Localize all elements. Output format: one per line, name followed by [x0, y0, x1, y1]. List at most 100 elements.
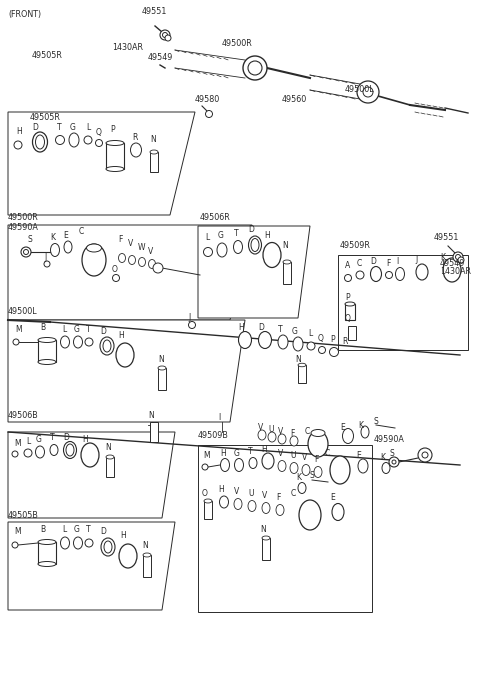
Text: L: L [62, 525, 66, 534]
Text: H: H [220, 449, 226, 458]
Ellipse shape [276, 505, 284, 516]
Ellipse shape [104, 541, 112, 553]
Text: E: E [340, 423, 345, 432]
Text: P: P [330, 335, 335, 345]
Text: A: A [345, 261, 350, 269]
Ellipse shape [38, 562, 56, 566]
Circle shape [165, 35, 171, 41]
Ellipse shape [233, 241, 242, 254]
Text: 49505R: 49505R [32, 51, 63, 60]
Circle shape [363, 87, 373, 97]
Text: W: W [138, 244, 145, 252]
Ellipse shape [64, 241, 72, 253]
Ellipse shape [219, 496, 228, 508]
Ellipse shape [263, 243, 281, 267]
Ellipse shape [103, 340, 111, 352]
Ellipse shape [311, 430, 325, 436]
Ellipse shape [443, 258, 461, 282]
Text: C: C [79, 228, 84, 237]
Ellipse shape [66, 444, 74, 456]
Ellipse shape [150, 150, 158, 154]
Polygon shape [8, 432, 175, 518]
Bar [150, 152, 158, 172]
Ellipse shape [251, 239, 259, 252]
Ellipse shape [382, 462, 390, 473]
Ellipse shape [106, 455, 114, 459]
Circle shape [14, 141, 22, 149]
Text: S: S [390, 449, 395, 458]
Text: U: U [268, 425, 274, 434]
Text: T: T [248, 447, 252, 456]
Text: 49500L: 49500L [345, 86, 374, 94]
Ellipse shape [302, 464, 310, 475]
Ellipse shape [217, 243, 227, 257]
Text: T: T [234, 228, 239, 237]
Ellipse shape [73, 336, 83, 348]
Text: H: H [218, 486, 224, 495]
Text: M: M [203, 451, 210, 460]
Text: J: J [188, 313, 190, 322]
Text: N: N [260, 525, 266, 534]
Bar [38, 542, 56, 564]
Circle shape [453, 252, 463, 262]
Ellipse shape [262, 536, 270, 540]
Ellipse shape [248, 501, 256, 512]
Text: V: V [258, 423, 263, 432]
Text: V: V [128, 239, 133, 248]
Ellipse shape [249, 236, 262, 254]
Ellipse shape [36, 135, 45, 149]
Text: I: I [218, 414, 220, 423]
Text: N: N [105, 443, 111, 453]
Ellipse shape [262, 503, 270, 514]
Ellipse shape [33, 132, 48, 152]
Text: T: T [278, 326, 283, 334]
Text: V: V [234, 488, 239, 497]
Text: (FRONT): (FRONT) [8, 10, 41, 20]
Circle shape [385, 272, 393, 278]
Bar [345, 304, 355, 320]
Text: G: G [292, 328, 298, 337]
Text: 49549: 49549 [440, 259, 466, 267]
Text: R: R [132, 133, 137, 142]
Ellipse shape [262, 453, 274, 469]
Text: E: E [356, 451, 361, 460]
Ellipse shape [73, 537, 83, 549]
Circle shape [85, 338, 93, 346]
Circle shape [345, 274, 351, 282]
Text: 49551: 49551 [142, 8, 168, 16]
Bar [150, 422, 158, 442]
Text: G: G [36, 436, 42, 445]
Circle shape [163, 33, 168, 38]
Text: H: H [16, 127, 22, 137]
Text: G: G [74, 326, 80, 334]
Text: K: K [296, 473, 301, 482]
Text: D: D [100, 328, 106, 337]
Text: B: B [40, 525, 45, 534]
Text: C: C [291, 490, 296, 499]
Ellipse shape [290, 436, 298, 446]
Circle shape [44, 261, 50, 267]
Text: L: L [26, 438, 30, 447]
Text: P: P [110, 125, 115, 135]
Text: N: N [295, 356, 301, 365]
Polygon shape [8, 112, 195, 215]
Text: 49505R: 49505R [30, 114, 61, 122]
Text: D: D [370, 256, 376, 265]
Ellipse shape [220, 458, 229, 471]
Text: J: J [44, 254, 46, 263]
Circle shape [205, 111, 213, 118]
Text: L: L [308, 330, 312, 339]
Polygon shape [198, 226, 310, 318]
Bar [143, 555, 151, 577]
Bar [298, 365, 306, 383]
Text: H: H [82, 436, 88, 445]
Ellipse shape [249, 458, 257, 469]
Ellipse shape [60, 537, 70, 549]
Text: N: N [282, 241, 288, 250]
Text: I: I [396, 257, 398, 267]
Text: U: U [248, 490, 253, 499]
Text: K: K [50, 233, 55, 243]
Circle shape [307, 342, 315, 350]
Text: R: R [342, 337, 348, 347]
Ellipse shape [345, 302, 355, 306]
